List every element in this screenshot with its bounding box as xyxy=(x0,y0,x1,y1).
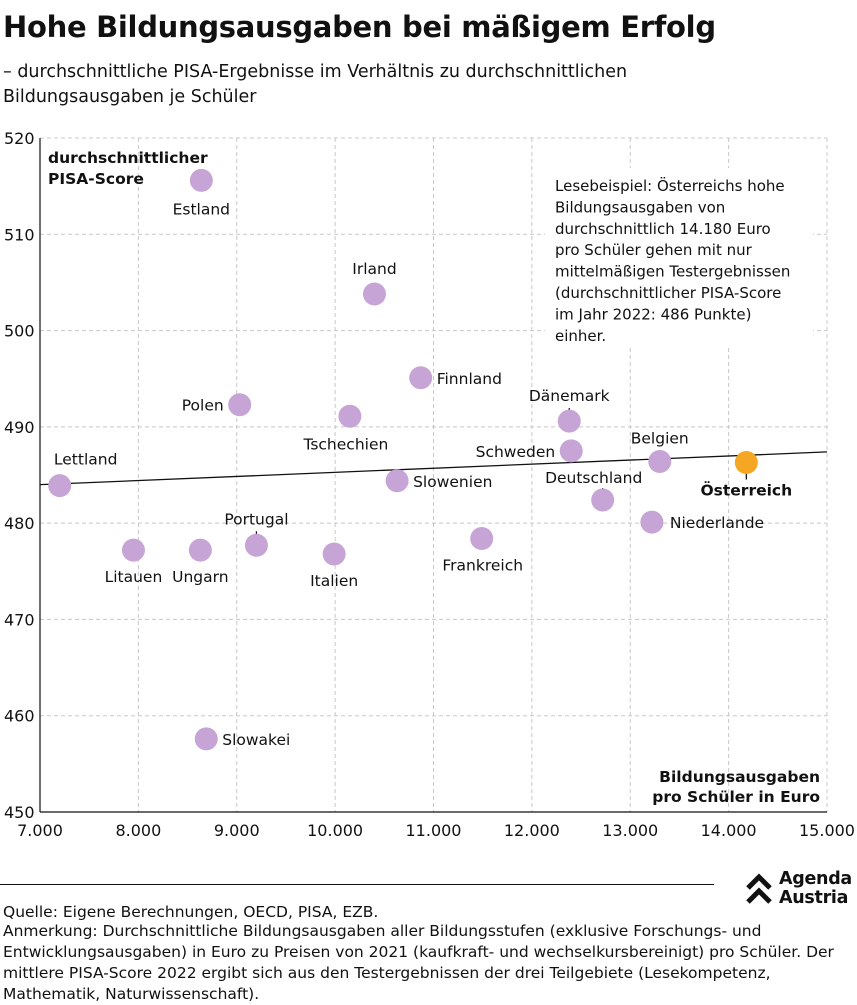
point-label: Deutschland xyxy=(545,469,642,487)
data-point-frankreich xyxy=(470,527,494,551)
y-tick-label: 480 xyxy=(4,514,35,533)
x-tick-label: 8.000 xyxy=(115,821,161,840)
logo-line-2: Austria xyxy=(779,888,849,908)
y-tick-label: 520 xyxy=(4,129,35,148)
x-axis-title: pro Schüler in Euro xyxy=(652,788,820,806)
agenda-austria-logo: Agenda Austria xyxy=(745,869,857,911)
footnote: Anmerkung: Durchschnittliche Bildungsaus… xyxy=(3,922,834,1003)
data-point-litauen xyxy=(121,538,145,562)
y-tick-label: 450 xyxy=(4,803,35,822)
y-tick-label: 470 xyxy=(4,610,35,629)
data-point-deutschland xyxy=(591,488,615,512)
double-chevron-up-icon xyxy=(746,873,772,904)
reading-example-annotation: Lesebeispiel: Österreichs hohe Bildungsau… xyxy=(545,168,813,348)
y-tick-label: 460 xyxy=(4,707,35,726)
point-label: Italien xyxy=(310,572,358,590)
source-note: Quelle: Eigene Berechnungen, OECD, PISA,… xyxy=(3,903,379,921)
x-tick-label: 10.000 xyxy=(307,821,363,840)
annotation-line: (durchschnittlicher PISA-Score xyxy=(555,284,781,302)
data-points: Estland Irland Finnland Polen Tschechien Däne… xyxy=(48,168,792,751)
data-point-polen xyxy=(228,393,252,417)
data-point-finnland xyxy=(409,366,433,390)
data-point-tschechien xyxy=(338,404,362,428)
point-label: Estland xyxy=(173,200,230,218)
scatter-chart: 450 460 470 480 490 500 510 520 7.000 8.000 9.000 1… xyxy=(4,129,855,840)
point-label: Niederlande xyxy=(670,514,764,532)
data-point-dänemark xyxy=(557,409,581,433)
x-tick-label: 11.000 xyxy=(406,821,462,840)
y-axis-title: PISA-Score xyxy=(48,170,144,188)
y-axis-title: durchschnittlicher xyxy=(48,149,208,167)
annotation-box xyxy=(545,168,813,348)
point-label: Dänemark xyxy=(529,387,610,405)
data-point-österreich xyxy=(734,450,758,474)
point-label: Polen xyxy=(182,397,224,415)
logo-line-1: Agenda xyxy=(779,869,852,889)
data-point-belgien xyxy=(648,450,672,474)
point-label: Tschechien xyxy=(302,435,388,453)
x-tick-label: 12.000 xyxy=(504,821,560,840)
point-label: Österreich xyxy=(700,480,792,499)
point-label: Belgien xyxy=(631,430,689,448)
annotation-line: Bildungsausgaben von xyxy=(555,198,725,216)
point-label: Lettland xyxy=(54,451,118,469)
annotation-line: mittelmäßigen Testergebnissen xyxy=(555,263,790,281)
annotation-line: Lesebeispiel: Österreichs hohe xyxy=(555,176,785,195)
x-tick-label: 13.000 xyxy=(602,821,658,840)
annotation-line: im Jahr 2022: 486 Punkte) xyxy=(555,305,751,323)
data-point-schweden xyxy=(559,439,583,463)
point-label: Slowenien xyxy=(413,473,492,491)
point-label: Ungarn xyxy=(172,568,228,586)
point-label: Schweden xyxy=(476,443,556,461)
data-point-niederlande xyxy=(640,510,664,534)
point-label: Litauen xyxy=(105,568,163,586)
footer-divider xyxy=(0,884,714,885)
y-tick-label: 510 xyxy=(4,225,35,244)
annotation-line: durchschnittlich 14.180 Euro xyxy=(555,220,771,238)
x-tick-label: 14.000 xyxy=(701,821,757,840)
data-point-italien xyxy=(322,542,346,566)
x-tick-label: 15.000 xyxy=(799,821,855,840)
chart-axes: 450 460 470 480 490 500 510 520 7.000 8.000 9.000 1… xyxy=(4,129,855,840)
data-point-slowakei xyxy=(194,727,218,751)
annotation-line: pro Schüler gehen mit nur xyxy=(555,241,753,259)
point-label: Slowakei xyxy=(222,731,290,749)
point-label: Portugal xyxy=(224,510,288,528)
annotation-line: einher. xyxy=(555,327,606,345)
data-point-estland xyxy=(189,168,213,192)
x-tick-label: 9.000 xyxy=(214,821,260,840)
data-point-portugal xyxy=(244,533,268,557)
data-point-slowenien xyxy=(385,469,409,493)
trendline xyxy=(39,451,828,486)
point-label: Irland xyxy=(352,260,396,278)
x-axis-title: Bildungsausgaben xyxy=(659,768,820,786)
data-point-irland xyxy=(362,282,386,306)
data-point-ungarn xyxy=(188,538,212,562)
y-tick-label: 490 xyxy=(4,418,35,437)
page-title: Hohe Bildungsausgaben bei mäßigem Erfolg xyxy=(3,10,716,44)
page-subtitle: – durchschnittliche PISA-Ergebnisse im V… xyxy=(3,62,628,107)
y-tick-label: 500 xyxy=(4,322,35,341)
point-label: Frankreich xyxy=(442,557,523,575)
axis-labels: durchschnittlicher PISA-Score Bildungsausg… xyxy=(48,149,820,806)
data-point-lettland xyxy=(48,474,72,498)
x-tick-label: 7.000 xyxy=(17,821,63,840)
point-label: Finnland xyxy=(437,370,502,388)
trendline-group xyxy=(39,451,828,486)
